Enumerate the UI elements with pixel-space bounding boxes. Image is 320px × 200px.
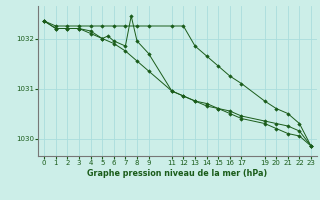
X-axis label: Graphe pression niveau de la mer (hPa): Graphe pression niveau de la mer (hPa)	[87, 169, 268, 178]
